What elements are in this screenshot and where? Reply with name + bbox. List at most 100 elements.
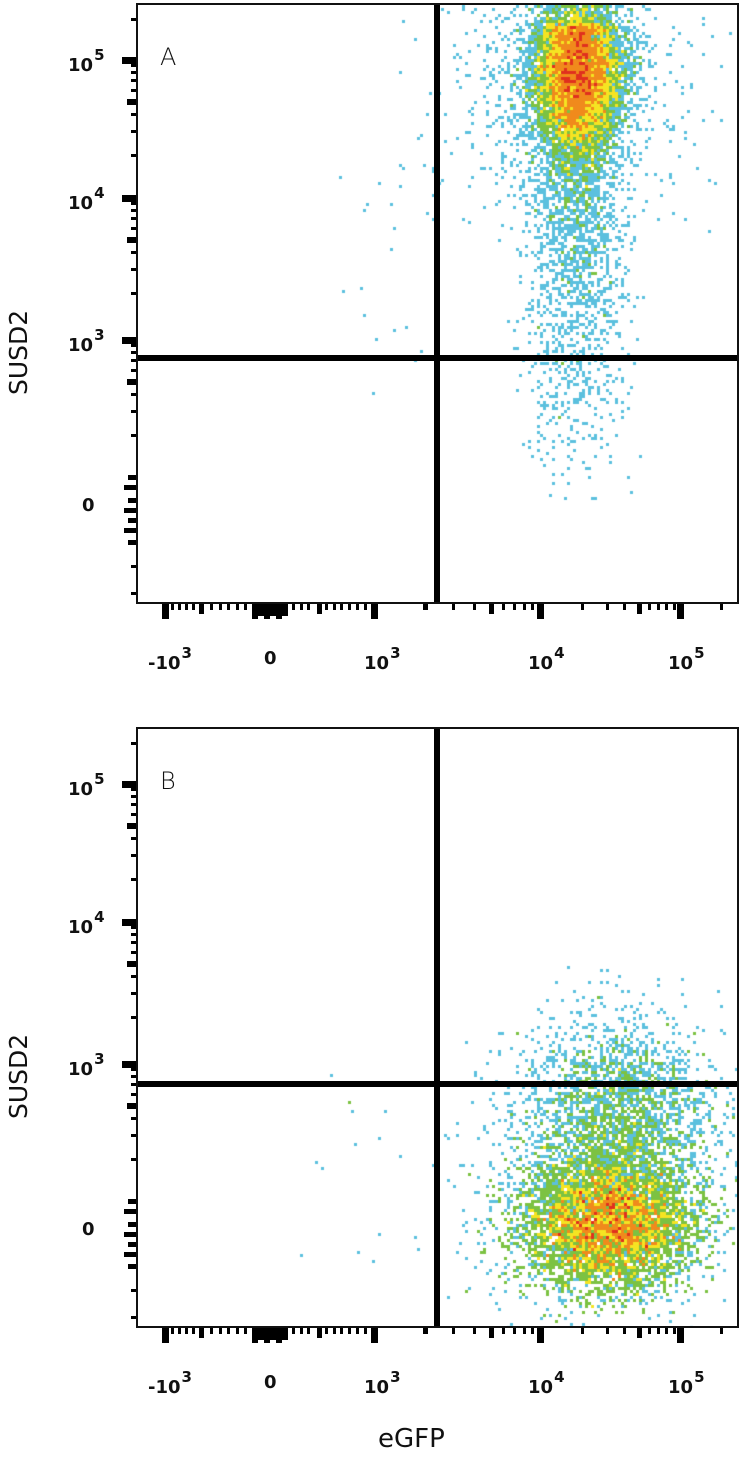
y-major-tick <box>122 57 136 64</box>
y-minor-tick <box>131 926 136 930</box>
y-minor-tick <box>131 88 136 92</box>
x-minor-tick <box>340 1328 343 1334</box>
quadrant-line-horizontal[interactable] <box>138 1081 737 1087</box>
panel-b: SUSD2 105 104 103 0 B -103 0 103 104 105 eGFP <box>0 724 740 1468</box>
x-minor-tick <box>636 604 642 614</box>
x-minor-tick <box>452 604 456 610</box>
x-minor-tick <box>300 1328 303 1334</box>
y-minor-tick <box>131 950 136 954</box>
y-minor-tick <box>131 788 136 792</box>
x-minor-tick <box>199 1328 204 1338</box>
x-minor-tick <box>244 1328 247 1334</box>
x-zero-tick <box>270 1328 276 1340</box>
y-zero-tick <box>124 1232 136 1237</box>
x-zero-tick <box>282 604 288 616</box>
y-minor-tick <box>127 1102 136 1109</box>
x-minor-tick <box>513 1328 517 1334</box>
x-tick-label: 105 <box>668 1368 705 1398</box>
y-minor-tick <box>131 71 136 75</box>
x-minor-tick <box>199 604 204 614</box>
x-minor-tick <box>422 604 426 610</box>
x-zero-tick <box>252 604 258 619</box>
y-minor-tick <box>131 1083 136 1087</box>
x-tick-label: 0 <box>264 1372 277 1393</box>
y-zero-tick <box>124 1252 136 1257</box>
x-tick-label: 0 <box>264 648 277 669</box>
plot-area: B <box>136 727 739 1328</box>
x-minor-tick <box>672 1328 676 1334</box>
y-minor-tick <box>131 130 136 134</box>
x-tick-label: 104 <box>528 644 565 674</box>
x-minor-tick <box>531 604 535 610</box>
quadrant-line-vertical[interactable] <box>434 729 440 1326</box>
x-minor-tick <box>647 1328 651 1334</box>
x-minor-tick <box>665 604 669 610</box>
y-zero-tick <box>128 540 136 545</box>
y-minor-tick <box>131 18 136 21</box>
x-minor-tick <box>581 604 585 610</box>
y-minor-tick <box>131 742 136 745</box>
y-zero-tick <box>128 518 136 523</box>
y-major-tick <box>122 337 136 344</box>
x-tick-label: -103 <box>148 1368 192 1398</box>
x-minor-tick <box>605 1328 609 1334</box>
x-minor-tick <box>356 1328 359 1334</box>
y-tick-label: 0 <box>82 1219 95 1240</box>
y-minor-tick <box>131 878 136 882</box>
y-minor-tick <box>131 812 136 816</box>
quadrant-line-horizontal[interactable] <box>138 355 737 361</box>
x-zero-tick <box>264 604 270 619</box>
y-axis-title: SUSD2 <box>4 1033 33 1119</box>
y-major-tick <box>122 1061 136 1068</box>
y-minor-tick <box>131 344 136 348</box>
x-minor-tick <box>325 1328 328 1334</box>
y-minor-tick <box>131 974 136 978</box>
y-minor-tick <box>131 351 136 355</box>
x-minor-tick <box>348 1328 351 1334</box>
x-minor-tick <box>513 604 517 610</box>
x-major-tick <box>677 604 684 619</box>
y-zero-tick <box>124 1209 136 1214</box>
y-minor-tick <box>131 1016 136 1020</box>
x-minor-tick <box>636 1328 642 1338</box>
y-minor-tick <box>131 795 136 799</box>
y-minor-tick <box>131 217 136 221</box>
y-minor-tick <box>131 368 136 372</box>
y-minor-tick <box>131 154 136 158</box>
y-minor-tick <box>131 1134 136 1138</box>
x-major-tick <box>537 604 544 619</box>
x-zero-tick <box>252 1328 258 1343</box>
y-zero-tick <box>124 508 136 513</box>
x-minor-tick <box>720 1328 723 1334</box>
x-minor-tick <box>605 604 609 610</box>
x-tick-label: 103 <box>364 1368 401 1398</box>
x-minor-tick <box>171 1328 174 1334</box>
y-zero-tick <box>128 1222 136 1227</box>
x-minor-tick <box>502 604 506 610</box>
x-minor-tick <box>364 604 367 610</box>
y-minor-tick <box>131 1316 136 1319</box>
x-minor-tick <box>422 1328 426 1334</box>
x-axis-title: eGFP <box>378 1424 445 1454</box>
y-zero-tick <box>128 1242 136 1247</box>
y-minor-tick <box>131 250 136 254</box>
x-minor-tick <box>472 604 476 610</box>
x-minor-tick <box>219 604 222 610</box>
y-minor-tick <box>131 1116 136 1120</box>
y-tick-label: 0 <box>82 495 95 516</box>
quadrant-line-vertical[interactable] <box>434 5 440 602</box>
y-minor-tick <box>131 1289 136 1292</box>
y-minor-tick <box>131 64 136 68</box>
y-minor-tick <box>131 209 136 213</box>
x-minor-tick <box>317 604 322 614</box>
x-minor-tick <box>333 1328 336 1334</box>
x-minor-tick <box>325 604 328 610</box>
x-minor-tick <box>364 1328 367 1334</box>
panel-a: SUSD2 105 104 103 0 A -103 0 103 104 105 <box>0 0 740 700</box>
y-minor-tick <box>131 112 136 116</box>
x-minor-tick <box>623 1328 627 1334</box>
y-minor-tick <box>131 992 136 996</box>
x-minor-tick <box>307 604 310 610</box>
x-minor-tick <box>236 604 239 610</box>
x-minor-tick <box>227 1328 230 1334</box>
